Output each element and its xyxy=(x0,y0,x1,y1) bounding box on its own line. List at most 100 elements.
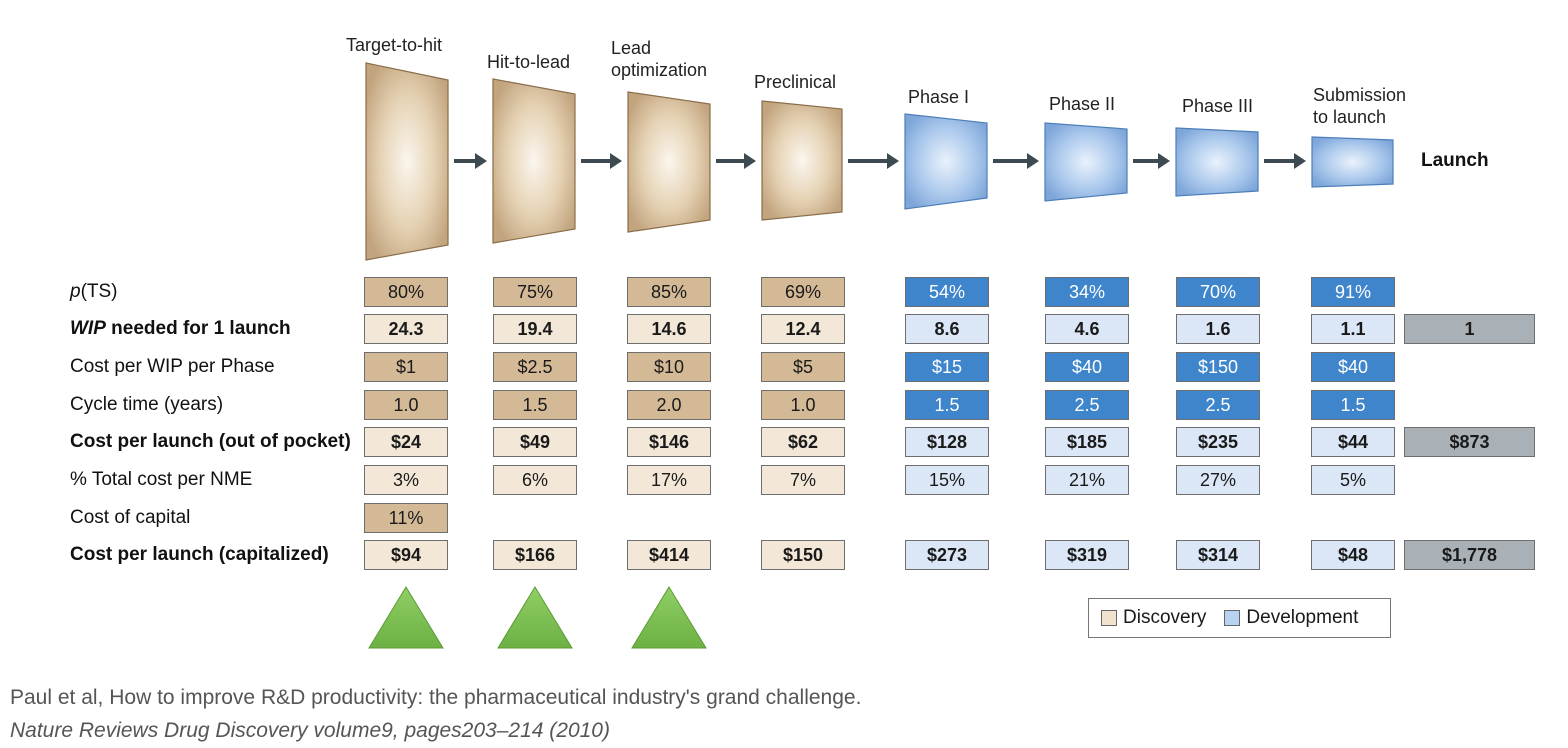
row-label: p(TS) xyxy=(70,280,118,304)
value-cell: 14.6 xyxy=(627,314,711,344)
row-label: Cost per WIP per Phase xyxy=(70,355,275,379)
row-label: % Total cost per NME xyxy=(70,468,252,492)
row-label-prefix: WIP xyxy=(70,318,106,339)
stage-funnel-5 xyxy=(904,113,988,210)
value-cell: 34% xyxy=(1045,277,1129,307)
value-cell: 2.0 xyxy=(627,390,711,420)
value-cell: 11% xyxy=(364,503,448,533)
value-cell: $2.5 xyxy=(493,352,577,382)
stage-label-line: Submission xyxy=(1313,85,1407,105)
value-cell: $166 xyxy=(493,540,577,570)
value-cell: $146 xyxy=(627,427,711,457)
row-label: Cost per launch (out of pocket) xyxy=(70,430,351,454)
highlight-triangle-icon xyxy=(497,586,573,649)
value-cell: 12.4 xyxy=(761,314,845,344)
value-cell: $48 xyxy=(1311,540,1395,570)
flow-arrow-head xyxy=(1027,153,1039,169)
stage-label-line: to launch xyxy=(1313,107,1387,127)
value-cell: $5 xyxy=(761,352,845,382)
value-cell: 70% xyxy=(1176,277,1260,307)
value-cell: 24.3 xyxy=(364,314,448,344)
row-label-text: Cost per WIP per Phase xyxy=(70,356,275,377)
stage-funnel-8 xyxy=(1311,136,1394,188)
value-cell: 2.5 xyxy=(1045,390,1129,420)
stage-funnel-2 xyxy=(492,78,576,244)
row-label-text: Cost per launch (capitalized) xyxy=(70,544,329,565)
stage-label-6: Phase II xyxy=(1049,93,1115,115)
value-cell: 1.6 xyxy=(1176,314,1260,344)
stage-label-line: Phase III xyxy=(1182,96,1254,116)
value-cell: $24 xyxy=(364,427,448,457)
row-label-prefix: p xyxy=(70,281,81,302)
stage-label-line: Lead xyxy=(611,38,652,58)
value-cell: 19.4 xyxy=(493,314,577,344)
row-label-text: Cost of capital xyxy=(70,507,191,528)
value-cell: 1.5 xyxy=(493,390,577,420)
stage-label-line: optimization xyxy=(611,60,708,80)
value-cell: $273 xyxy=(905,540,989,570)
value-cell: 80% xyxy=(364,277,448,307)
value-cell: 21% xyxy=(1045,465,1129,495)
value-cell: $40 xyxy=(1045,352,1129,382)
flow-arrow-head xyxy=(887,153,899,169)
row-label-text: Cycle time (years) xyxy=(70,394,224,415)
stage-label-4: Preclinical xyxy=(754,71,836,93)
value-cell: 27% xyxy=(1176,465,1260,495)
value-cell: 91% xyxy=(1311,277,1395,307)
value-cell: 5% xyxy=(1311,465,1395,495)
value-cell: $150 xyxy=(1176,352,1260,382)
value-cell: 85% xyxy=(627,277,711,307)
value-cell: $1 xyxy=(364,352,448,382)
value-cell: 7% xyxy=(761,465,845,495)
value-cell: $44 xyxy=(1311,427,1395,457)
stage-funnel-7 xyxy=(1175,127,1259,197)
legend-development-label: Development xyxy=(1246,607,1359,628)
stage-label-1: Target-to-hit xyxy=(346,34,442,56)
total-cell: 1 xyxy=(1404,314,1535,344)
stage-funnel-6 xyxy=(1044,122,1128,202)
flow-arrow-head xyxy=(1158,153,1170,169)
highlight-triangle-icon xyxy=(368,586,444,649)
value-cell: $414 xyxy=(627,540,711,570)
row-label: Cost per launch (capitalized) xyxy=(70,543,329,567)
launch-label: Launch xyxy=(1421,150,1489,171)
stage-label-line: Target-to-hit xyxy=(346,35,443,55)
flow-arrow-head xyxy=(610,153,622,169)
value-cell: 1.0 xyxy=(364,390,448,420)
value-cell: $314 xyxy=(1176,540,1260,570)
flow-arrow-head xyxy=(475,153,487,169)
flow-arrow-head xyxy=(744,153,756,169)
stage-label-line: Phase II xyxy=(1049,94,1116,114)
stage-label-2: Hit-to-lead xyxy=(487,51,570,73)
value-cell: 1.1 xyxy=(1311,314,1395,344)
value-cell: $40 xyxy=(1311,352,1395,382)
value-cell: 75% xyxy=(493,277,577,307)
stage-label-line: Preclinical xyxy=(754,72,837,92)
value-cell: 3% xyxy=(364,465,448,495)
highlight-triangle-icon xyxy=(631,586,707,649)
row-label: Cost of capital xyxy=(70,506,190,530)
value-cell: $49 xyxy=(493,427,577,457)
value-cell: $185 xyxy=(1045,427,1129,457)
value-cell: 1.5 xyxy=(1311,390,1395,420)
stage-label-5: Phase I xyxy=(908,86,969,108)
value-cell: 8.6 xyxy=(905,314,989,344)
row-label: WIP needed for 1 launch xyxy=(70,317,291,341)
value-cell: 1.0 xyxy=(761,390,845,420)
value-cell: 1.5 xyxy=(905,390,989,420)
value-cell: 54% xyxy=(905,277,989,307)
total-cell: $873 xyxy=(1404,427,1535,457)
legend: Discovery Development xyxy=(1088,598,1391,638)
value-cell: $150 xyxy=(761,540,845,570)
value-cell: 6% xyxy=(493,465,577,495)
stage-label-line: Hit-to-lead xyxy=(487,52,571,72)
row-label: Cycle time (years) xyxy=(70,393,223,417)
value-cell: 15% xyxy=(905,465,989,495)
citation-line-2: Nature Reviews Drug Discovery volume9, p… xyxy=(10,719,610,742)
stage-funnel-1 xyxy=(365,62,449,261)
value-cell: $235 xyxy=(1176,427,1260,457)
value-cell: 69% xyxy=(761,277,845,307)
row-label-text: % Total cost per NME xyxy=(70,469,253,490)
